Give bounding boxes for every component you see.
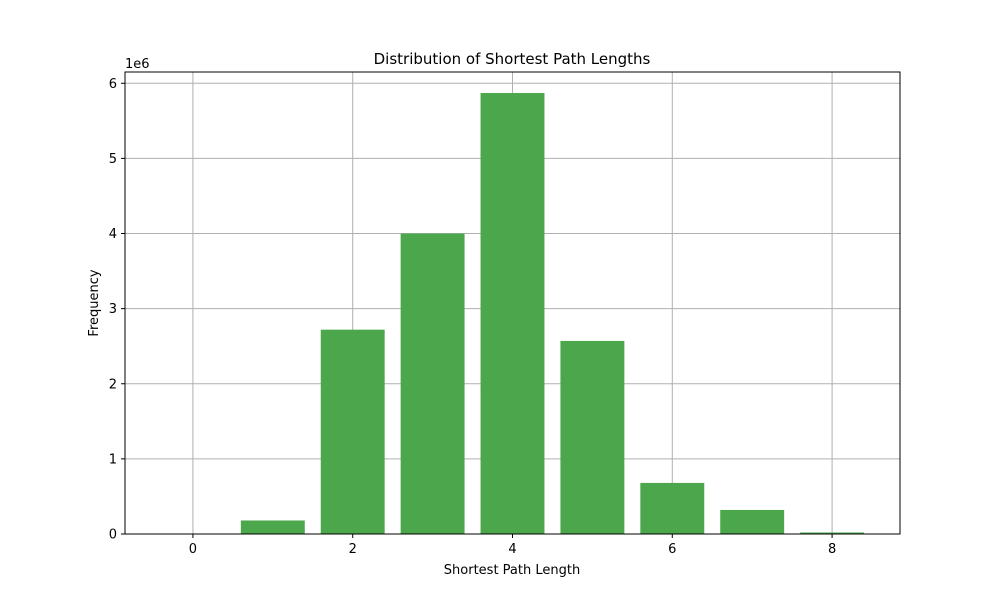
y-tick-label: 0 (109, 528, 117, 543)
x-axis-ticks: 0 2 4 6 8 (189, 534, 836, 557)
y-tick-label: 1 (109, 452, 117, 467)
bar (400, 233, 465, 534)
bar (320, 329, 385, 534)
bar (560, 340, 625, 534)
bar (240, 520, 305, 534)
bar (720, 509, 785, 534)
chart-title: Distribution of Shortest Path Lengths (374, 50, 651, 68)
x-tick-label: 0 (189, 542, 197, 557)
bar (800, 532, 865, 534)
y-tick-label: 5 (109, 152, 117, 167)
x-tick-label: 4 (508, 542, 516, 557)
bar (640, 482, 705, 534)
x-tick-label: 6 (668, 542, 676, 557)
x-tick-label: 8 (828, 542, 836, 557)
y-offset-label: 1e6 (125, 57, 150, 72)
y-axis-ticks: 0 1 2 3 4 5 6 (109, 77, 125, 543)
y-tick-label: 6 (109, 77, 117, 92)
y-axis-label: Frequency (87, 269, 102, 336)
y-tick-label: 2 (109, 377, 117, 392)
x-tick-label: 2 (349, 542, 357, 557)
y-tick-label: 4 (109, 227, 117, 242)
bars (160, 93, 865, 534)
x-axis-label: Shortest Path Length (444, 563, 580, 578)
y-tick-label: 3 (109, 302, 117, 317)
bar (480, 93, 545, 534)
